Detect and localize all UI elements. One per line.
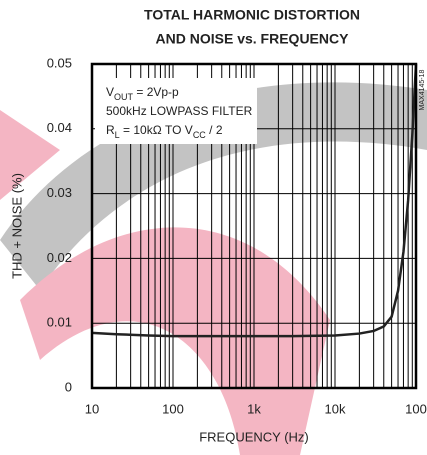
annotation-part: V — [106, 85, 114, 99]
annotation-part: = 10kΩ TO V — [120, 123, 193, 137]
watermark-gray — [0, 82, 427, 290]
y-tick-label: 0.05 — [47, 55, 72, 70]
y-tick-label: 0.04 — [47, 120, 72, 135]
chart-title: TOTAL HARMONIC DISTORTION — [144, 7, 360, 23]
plot-frame — [90, 62, 418, 390]
x-axis-label: FREQUENCY (Hz) — [199, 429, 309, 444]
annotation-box — [95, 78, 257, 144]
annotation-part: L — [115, 130, 120, 140]
annotation: RL = 10kΩ TO VCC / 2 — [106, 123, 223, 140]
x-tick-label: 1k — [247, 401, 261, 416]
x-tick-label: 100 — [162, 401, 184, 416]
side-note: MAX4145-18 — [419, 69, 426, 110]
watermark — [0, 82, 427, 455]
annotation: VOUT = 2Vp-p — [106, 85, 179, 102]
annotation-part: OUT — [114, 92, 134, 102]
annotation-part: = 2Vp-p — [133, 85, 179, 99]
y-tick-label: 0.02 — [47, 250, 72, 265]
annotation-part: CC — [193, 130, 206, 140]
watermark-pink — [0, 110, 60, 200]
annotation-part: R — [106, 123, 115, 137]
y-tick-label: 0 — [65, 379, 72, 394]
annotation: 500kHz LOWPASS FILTER — [106, 104, 253, 118]
x-tick-label: 10 — [85, 401, 99, 416]
annotation-part: 500kHz LOWPASS FILTER — [106, 104, 253, 118]
x-tick-label: 100 — [405, 401, 427, 416]
chart-title: AND NOISE vs. FREQUENCY — [156, 31, 350, 47]
watermark-pink — [20, 227, 330, 455]
x-tick-label: 10k — [325, 401, 346, 416]
y-tick-label: 0.01 — [47, 315, 72, 330]
plot — [91, 63, 418, 338]
y-tick-label: 0.03 — [47, 185, 72, 200]
data-line — [91, 63, 418, 338]
y-axis-label: THD + NOISE (%) — [9, 173, 24, 279]
annotation-part: / 2 — [206, 123, 223, 137]
annotations: VOUT = 2Vp-p 500kHz LOWPASS FILTER RL = 10… — [106, 85, 253, 140]
